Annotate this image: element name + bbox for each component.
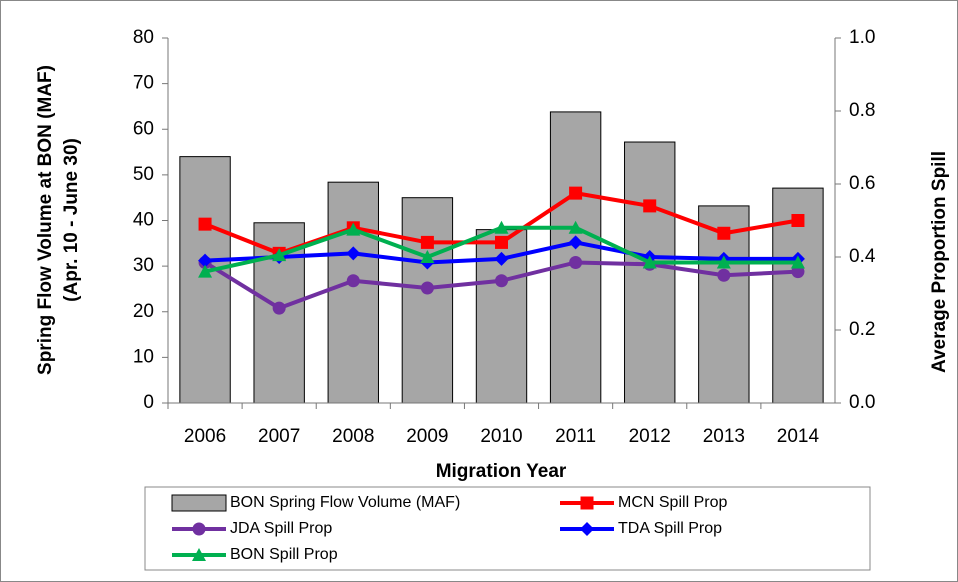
point-marker [791,214,805,227]
point-marker [569,255,583,269]
y-tick-label: 0 [143,392,154,413]
point-marker [568,235,583,250]
bar [624,141,676,404]
legend-marker [580,522,594,536]
y-tick-label: 20 [133,301,154,322]
legend-label: TDA Spill Prop [618,520,722,537]
y2-tick-label: 1.0 [849,27,875,48]
y2-tick-label: 0.4 [849,246,876,267]
x-tick-label: 2007 [258,426,300,447]
point-marker [569,186,583,200]
point-marker [346,246,361,261]
y2-axis-title: Average Proportion Spill [929,151,950,373]
y-axis-title: (Apr. 10 - June 30) [61,138,82,302]
point-marker [420,235,434,249]
y-tick-label: 30 [133,255,154,276]
y2-tick-label: 0.8 [849,100,875,121]
x-tick-label: 2006 [184,426,226,447]
point-marker [272,301,286,315]
y-tick-label: 10 [133,346,154,367]
legend-marker [580,496,594,510]
y-tick-label: 80 [133,27,154,48]
legend-label: BON Spill Prop [230,546,338,563]
legend-box [144,486,871,571]
x-tick-label: 2011 [555,426,596,447]
point-marker [642,255,657,269]
point-marker [717,268,731,282]
point-marker [643,199,657,213]
point-marker [420,281,434,295]
y2-tick-label: 0.6 [849,173,875,194]
x-tick-label: 2012 [629,426,671,447]
point-marker [198,264,213,278]
point-marker [495,235,508,249]
legend-label: BON Spring Flow Volume (MAF) [230,494,460,511]
y-tick-label: 50 [133,164,154,185]
point-marker [494,220,509,234]
point-marker [346,222,361,236]
y-tick-label: 60 [133,118,154,139]
legend-swatch [171,494,227,512]
legend-marker [192,522,206,536]
y-tick-label: 40 [133,210,154,231]
bar [179,156,231,404]
y2-tick-label: 0.2 [849,319,875,340]
legend-marker [192,548,206,561]
x-tick-label: 2014 [777,426,820,447]
point-marker [198,217,212,231]
point-marker [716,255,731,269]
point-marker [494,251,509,266]
x-axis-title: Migration Year [436,461,567,482]
x-tick-label: 2009 [406,426,448,447]
y2-tick-label: 0.0 [849,392,875,413]
bar [327,181,379,404]
point-marker [495,274,508,288]
point-marker [346,274,360,288]
point-marker [790,255,805,269]
point-marker [198,253,213,268]
x-tick-label: 2008 [332,426,374,447]
point-marker [272,248,287,262]
legend-label: MCN Spill Prop [618,494,727,511]
legend-label: JDA Spill Prop [230,520,332,537]
point-marker [568,220,583,234]
y-tick-label: 70 [133,73,154,94]
point-marker [717,226,731,240]
bar [401,197,454,404]
x-tick-label: 2010 [480,426,522,447]
x-tick-label: 2013 [703,426,745,447]
y-axis-title: Spring Flow Volume at BON (MAF) [35,65,56,375]
point-marker [420,250,435,263]
